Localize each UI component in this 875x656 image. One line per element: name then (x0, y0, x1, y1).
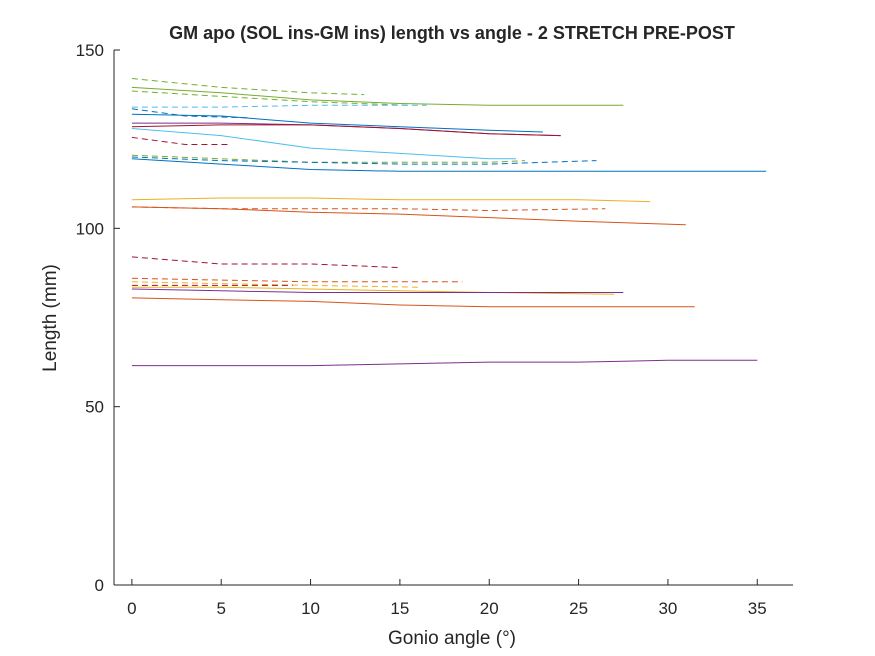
x-tick-label: 15 (390, 599, 409, 618)
series-line-10 (131, 136, 231, 145)
y-tick-label: 50 (85, 398, 104, 417)
y-axis-label: Length (mm) (40, 264, 61, 372)
x-tick-label: 35 (748, 599, 767, 618)
series-line-23 (131, 297, 695, 308)
series-line-2 (131, 86, 624, 106)
series-line-24 (131, 359, 758, 367)
x-tick-label: 20 (480, 599, 499, 618)
series-line-12 (131, 156, 597, 165)
series-line-9 (131, 128, 516, 160)
series-line-5 (131, 108, 249, 119)
y-tick-label: 0 (95, 576, 104, 595)
series-line-17 (131, 256, 400, 269)
y-tick-label: 100 (76, 219, 104, 238)
x-tick-label: 0 (127, 599, 136, 618)
series-layer (131, 78, 767, 367)
series-line-6 (131, 113, 543, 133)
series-line-3 (131, 90, 409, 106)
series-line-8 (131, 124, 561, 137)
x-axis-label: Gonio angle (°) (388, 628, 516, 649)
series-line-14 (131, 197, 651, 203)
x-tick-label: 5 (216, 599, 225, 618)
x-tick-label: 25 (569, 599, 588, 618)
axes (113, 49, 793, 586)
series-line-11 (131, 154, 526, 163)
y-tick-label: 150 (76, 41, 104, 60)
tick-labels: 0 5 10 15 20 25 30 35 0 50 100 150 (76, 41, 767, 618)
series-line-1 (131, 78, 365, 96)
series-line-18 (131, 277, 463, 283)
x-tick-label: 30 (658, 599, 677, 618)
series-line-4 (131, 104, 427, 108)
series-line-16 (131, 206, 686, 226)
x-tick-label: 10 (301, 599, 320, 618)
series-line-22 (131, 288, 624, 293)
series-line-19 (131, 281, 418, 288)
chart-title: GM apo (SOL ins-GM ins) length vs angle … (169, 23, 735, 43)
series-line-13 (131, 158, 767, 172)
